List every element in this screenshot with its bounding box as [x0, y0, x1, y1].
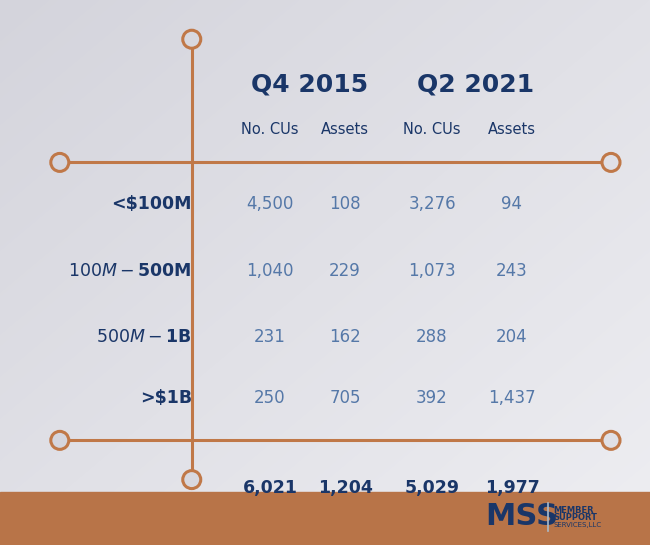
Text: 1,977: 1,977 [485, 479, 540, 497]
Circle shape [51, 431, 69, 450]
Text: 288: 288 [416, 328, 448, 346]
Text: 705: 705 [330, 389, 361, 407]
Text: 243: 243 [496, 262, 528, 281]
Text: Q2 2021: Q2 2021 [417, 72, 534, 96]
Text: SUPPORT: SUPPORT [553, 513, 597, 522]
Bar [0, 492, 650, 545]
Text: 5,029: 5,029 [404, 479, 460, 497]
Text: No. CUs: No. CUs [403, 122, 461, 137]
Text: Q4 2015: Q4 2015 [252, 72, 369, 96]
Text: SERVICES,LLC: SERVICES,LLC [553, 522, 601, 528]
Text: 1,040: 1,040 [246, 262, 294, 281]
Circle shape [183, 30, 201, 49]
Text: MEMBER: MEMBER [553, 506, 593, 515]
Circle shape [51, 153, 69, 172]
Text: 204: 204 [496, 328, 528, 346]
Text: 250: 250 [254, 389, 286, 407]
Text: $500M-$1B: $500M-$1B [96, 328, 192, 346]
Text: 6,021: 6,021 [242, 479, 298, 497]
Text: Assets: Assets [488, 122, 536, 137]
Text: 94: 94 [502, 195, 523, 214]
Text: 229: 229 [329, 262, 361, 281]
Text: >$1B: >$1B [140, 389, 192, 407]
Circle shape [602, 153, 620, 172]
Text: MSS: MSS [486, 502, 558, 531]
Bar [472, 502, 490, 531]
Text: 3,276: 3,276 [408, 195, 456, 214]
Text: No. CUs: No. CUs [241, 122, 299, 137]
Text: 1,073: 1,073 [408, 262, 456, 281]
Text: 162: 162 [329, 328, 361, 346]
Text: 392: 392 [416, 389, 448, 407]
Text: 108: 108 [329, 195, 361, 214]
Text: 1,437: 1,437 [488, 389, 536, 407]
Text: 4,500: 4,500 [246, 195, 294, 214]
Text: $100M-$500M: $100M-$500M [68, 262, 192, 281]
Text: <$100M: <$100M [112, 195, 192, 214]
Circle shape [183, 470, 201, 489]
Circle shape [602, 431, 620, 450]
Text: 1,204: 1,204 [318, 479, 372, 497]
Text: 231: 231 [254, 328, 286, 346]
Text: Assets: Assets [321, 122, 369, 137]
